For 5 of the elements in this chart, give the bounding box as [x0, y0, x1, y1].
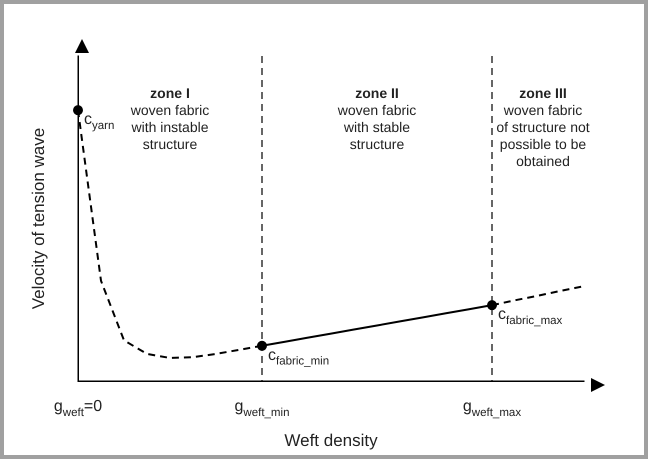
annotation: zone I woven fabric with instable structure	[130, 85, 210, 152]
annotation: zone II woven fabric with stable structure	[336, 85, 416, 152]
y-axis-title: Velocity of tension wave	[29, 128, 48, 310]
x-axis-title: Weft density	[284, 431, 378, 450]
annotation: zone III woven fabric of structure not possible to be obtained	[496, 85, 590, 169]
